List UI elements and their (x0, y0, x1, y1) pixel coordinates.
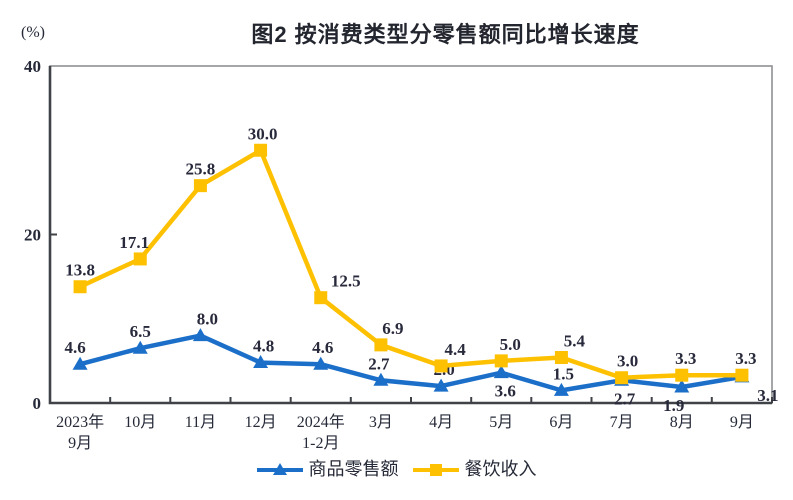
legend-label-goods-retail: 商品零售额 (308, 459, 399, 479)
data-label: 4.6 (312, 338, 333, 357)
data-label: 4.4 (444, 340, 466, 359)
x-tick-label: 7月 (610, 414, 634, 431)
data-label: 8.0 (197, 310, 218, 329)
catering-income-legend-square (429, 463, 442, 476)
x-tick-label: 11月 (185, 414, 216, 431)
x-tick-label: 12月 (245, 414, 277, 431)
chart-title: 图2 按消费类型分零售额同比增长速度 (251, 22, 640, 47)
data-label: 4.8 (253, 337, 274, 356)
data-point-marker (615, 371, 629, 385)
data-point-marker (433, 378, 449, 392)
data-point-marker (133, 252, 147, 266)
data-point-marker (73, 280, 87, 294)
data-point-marker (314, 291, 328, 305)
x-tick-label: 3月 (369, 414, 393, 431)
data-point-marker (193, 179, 207, 193)
x-tick-label: 2023年 9月 (56, 413, 104, 452)
data-label: 3.1 (757, 386, 778, 405)
y-tick-label: 20 (24, 226, 41, 245)
data-point-marker (494, 354, 508, 368)
goods-retail-legend-triangle (272, 462, 287, 475)
x-tick-label: 4月 (429, 414, 453, 431)
data-point-marker (253, 355, 269, 369)
data-label: 3.6 (495, 382, 516, 401)
data-label: 25.8 (186, 160, 216, 179)
data-point-marker (72, 356, 88, 370)
y-tick-label: 40 (24, 57, 41, 76)
data-point-marker (132, 340, 148, 354)
data-label: 4.6 (64, 338, 85, 357)
series-line-1 (77, 148, 745, 380)
data-point-marker (374, 338, 388, 352)
data-label: 5.0 (500, 335, 521, 354)
data-point-marker (675, 368, 689, 382)
data-point-marker (192, 328, 208, 342)
x-tick-label: 10月 (124, 414, 156, 431)
x-tick-label: 9月 (730, 414, 754, 431)
data-label: 5.4 (564, 332, 586, 351)
legend-item-catering-income: 餐饮收入 (412, 459, 537, 479)
data-point-marker (553, 382, 569, 396)
data-label: 2.7 (368, 354, 390, 373)
data-point-marker (735, 368, 749, 382)
data-label: 12.5 (331, 272, 361, 291)
data-label: 30.0 (248, 124, 278, 143)
data-point-marker (254, 143, 268, 157)
data-label: 1.9 (663, 396, 684, 415)
legend: 商品零售额 餐饮收入 (0, 460, 793, 478)
data-point-marker (434, 359, 448, 373)
data-label: 2.7 (614, 389, 636, 408)
y-axis-unit-label: (%) (21, 24, 45, 41)
data-label: 1.5 (553, 364, 574, 383)
x-tick-label: 6月 (549, 414, 573, 431)
catering-income-line-square-icon (412, 463, 459, 476)
data-point-marker (674, 379, 690, 393)
x-tick-label: 8月 (670, 414, 694, 431)
goods-retail-line-triangle-icon (256, 462, 303, 476)
data-label: 3.0 (617, 352, 638, 371)
data-label: 13.8 (65, 261, 95, 280)
data-label: 6.5 (130, 322, 151, 341)
data-label: 3.3 (735, 349, 756, 368)
data-point-marker (373, 372, 389, 386)
data-point-marker (313, 356, 329, 370)
data-label: 17.1 (119, 233, 149, 252)
data-point-marker (493, 365, 509, 379)
data-label: 6.9 (382, 319, 403, 338)
legend-label-catering-income: 餐饮收入 (464, 459, 537, 479)
y-tick-label: 0 (33, 394, 42, 413)
data-label: 3.3 (675, 349, 696, 368)
series-line-0 (77, 333, 745, 393)
data-point-marker (554, 351, 568, 365)
x-tick-label: 2024年 1-2月 (297, 413, 345, 452)
legend-item-goods-retail: 商品零售额 (256, 459, 399, 479)
x-tick-label: 5月 (489, 414, 513, 431)
